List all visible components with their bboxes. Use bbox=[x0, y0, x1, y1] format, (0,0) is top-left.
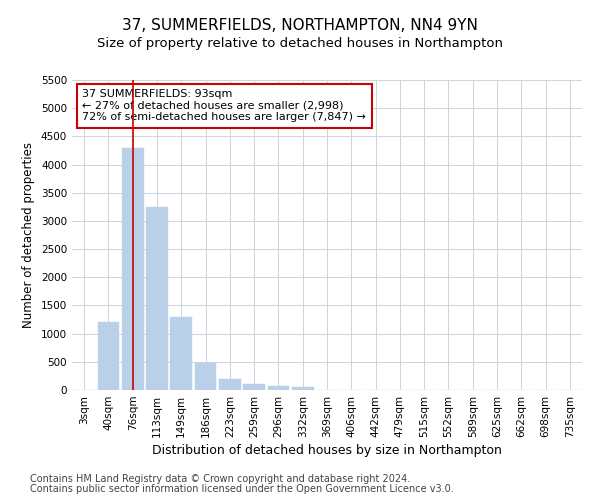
Bar bbox=[219, 378, 241, 390]
Bar bbox=[97, 322, 119, 390]
Bar bbox=[170, 316, 192, 390]
Bar bbox=[243, 384, 265, 390]
Bar bbox=[122, 148, 143, 390]
X-axis label: Distribution of detached houses by size in Northampton: Distribution of detached houses by size … bbox=[152, 444, 502, 457]
Text: 37, SUMMERFIELDS, NORTHAMPTON, NN4 9YN: 37, SUMMERFIELDS, NORTHAMPTON, NN4 9YN bbox=[122, 18, 478, 32]
Text: Contains public sector information licensed under the Open Government Licence v3: Contains public sector information licen… bbox=[30, 484, 454, 494]
Bar bbox=[292, 387, 314, 390]
Text: 37 SUMMERFIELDS: 93sqm
← 27% of detached houses are smaller (2,998)
72% of semi-: 37 SUMMERFIELDS: 93sqm ← 27% of detached… bbox=[82, 90, 366, 122]
Text: Size of property relative to detached houses in Northampton: Size of property relative to detached ho… bbox=[97, 38, 503, 51]
Bar bbox=[146, 207, 168, 390]
Bar bbox=[194, 363, 217, 390]
Bar bbox=[268, 386, 289, 390]
Y-axis label: Number of detached properties: Number of detached properties bbox=[22, 142, 35, 328]
Text: Contains HM Land Registry data © Crown copyright and database right 2024.: Contains HM Land Registry data © Crown c… bbox=[30, 474, 410, 484]
